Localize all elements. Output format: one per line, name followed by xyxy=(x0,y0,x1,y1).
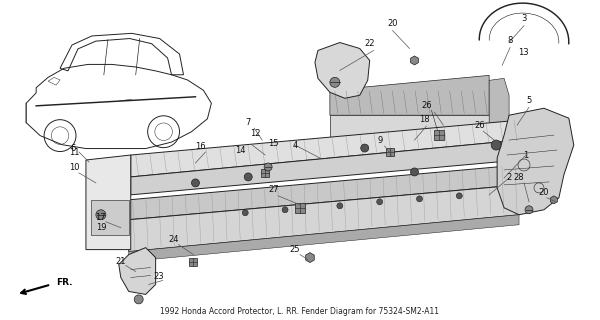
Circle shape xyxy=(457,193,462,199)
Text: 2: 2 xyxy=(506,173,512,182)
Circle shape xyxy=(330,77,340,87)
Polygon shape xyxy=(86,155,131,250)
Text: 21: 21 xyxy=(116,257,126,266)
Text: 24: 24 xyxy=(169,235,179,244)
Polygon shape xyxy=(330,76,489,115)
Text: 1992 Honda Accord Protector, L. RR. Fender Diagram for 75324-SM2-A11: 1992 Honda Accord Protector, L. RR. Fend… xyxy=(161,307,439,316)
Text: 26: 26 xyxy=(421,101,432,110)
Circle shape xyxy=(244,173,252,181)
Text: 22: 22 xyxy=(364,39,375,48)
Circle shape xyxy=(242,210,248,216)
Text: 18: 18 xyxy=(419,115,430,124)
Circle shape xyxy=(134,295,143,304)
Circle shape xyxy=(337,203,343,209)
Text: 7: 7 xyxy=(245,118,251,127)
Text: 6: 6 xyxy=(70,144,76,153)
Text: 19: 19 xyxy=(95,223,106,232)
Text: 13: 13 xyxy=(518,48,529,57)
Text: 25: 25 xyxy=(290,245,300,254)
Polygon shape xyxy=(305,252,314,262)
Polygon shape xyxy=(489,78,509,155)
Circle shape xyxy=(416,196,422,202)
Text: 10: 10 xyxy=(69,164,79,172)
Circle shape xyxy=(191,179,199,187)
Polygon shape xyxy=(550,196,557,204)
Circle shape xyxy=(377,199,383,205)
Text: 4: 4 xyxy=(292,140,298,149)
Circle shape xyxy=(361,144,369,152)
Text: 16: 16 xyxy=(195,141,206,151)
Text: 1: 1 xyxy=(523,150,529,160)
Polygon shape xyxy=(129,165,519,220)
Bar xyxy=(386,148,394,156)
Circle shape xyxy=(282,207,288,213)
Text: 9: 9 xyxy=(377,136,382,145)
Bar xyxy=(190,258,197,266)
Text: 28: 28 xyxy=(514,173,524,182)
Polygon shape xyxy=(315,43,370,98)
Text: FR.: FR. xyxy=(56,278,73,287)
Polygon shape xyxy=(131,140,519,195)
Text: 26: 26 xyxy=(474,121,485,130)
Polygon shape xyxy=(129,215,519,261)
Text: 23: 23 xyxy=(154,272,164,281)
Bar xyxy=(261,169,269,177)
Text: 12: 12 xyxy=(250,129,260,138)
Circle shape xyxy=(410,168,418,176)
Text: 14: 14 xyxy=(235,146,245,155)
Polygon shape xyxy=(330,115,489,145)
Polygon shape xyxy=(119,248,155,294)
Text: 15: 15 xyxy=(268,139,278,148)
Text: 20: 20 xyxy=(539,188,549,197)
Text: 27: 27 xyxy=(269,185,280,194)
Circle shape xyxy=(491,140,501,150)
Text: 17: 17 xyxy=(95,213,106,222)
Polygon shape xyxy=(131,120,519,177)
Text: 5: 5 xyxy=(526,96,532,105)
Polygon shape xyxy=(129,185,519,252)
Bar xyxy=(434,130,445,140)
Text: 8: 8 xyxy=(508,36,513,45)
Circle shape xyxy=(96,210,106,220)
Text: 11: 11 xyxy=(69,148,79,156)
Circle shape xyxy=(525,206,533,214)
Text: 20: 20 xyxy=(388,19,398,28)
Polygon shape xyxy=(410,56,418,65)
Text: 3: 3 xyxy=(521,14,527,23)
Bar xyxy=(295,203,305,213)
Circle shape xyxy=(264,163,272,171)
Polygon shape xyxy=(497,108,574,215)
Polygon shape xyxy=(91,200,129,235)
